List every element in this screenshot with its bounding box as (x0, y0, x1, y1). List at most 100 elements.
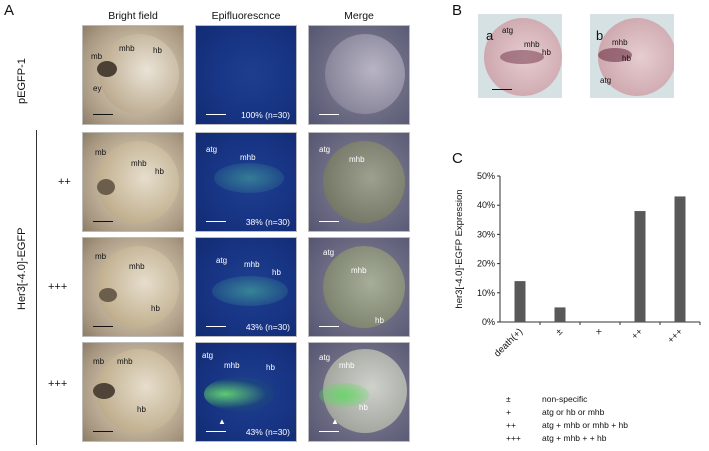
column-header-bright-field: Bright field (108, 10, 158, 22)
scale-bar (93, 325, 113, 327)
label-atg: atg (323, 248, 335, 257)
percent-label: 43% (n=30) (245, 427, 290, 437)
legend-symbol: ++ (506, 420, 516, 430)
scale-bar (319, 220, 339, 222)
arrowhead-icon: ▲ (331, 417, 339, 426)
label-hb: hb (266, 363, 275, 372)
image-merge-row4: atg mhb hb ▲ (308, 342, 410, 442)
label-mhb: mhb (117, 357, 133, 366)
legend-symbol: + (506, 407, 511, 417)
legend-text: atg + mhb or mhb + hb (542, 420, 628, 430)
legend-text: atg or hb or mhb (542, 407, 605, 417)
label-mhb: mhb (351, 266, 367, 275)
label-mb: mb (93, 357, 105, 366)
image-brightfield-row3: mb mhb hb (82, 237, 184, 337)
sub-label-b: b (596, 28, 604, 43)
label-hb: hb (375, 316, 384, 325)
y-tick-label: 20% (477, 259, 495, 269)
label-hb: hb (137, 405, 146, 414)
sub-label-a: a (486, 28, 494, 43)
level-label-row2: ++ (58, 176, 71, 188)
scale-bar (93, 113, 113, 115)
image-epifluorescence-row2: atg mhb 38% (n=30) (195, 132, 297, 232)
scale-bar (93, 430, 113, 432)
embryo-shape (325, 34, 405, 114)
fluorescence-signal (204, 377, 274, 411)
label-hb: hb (151, 304, 160, 313)
image-merge-row3: atg mhb hb (308, 237, 410, 337)
label-mhb: mhb (129, 262, 145, 271)
eye-spot (99, 288, 117, 302)
label-mhb: mhb (224, 361, 240, 370)
row-label-her3: Her3[-4.0]-EGFP (16, 227, 28, 310)
percent-label: 43% (n=30) (245, 322, 290, 332)
label-mb: mb (95, 252, 107, 261)
y-tick-label: 10% (477, 288, 495, 298)
scale-bar (206, 220, 226, 222)
legend-symbol: ± (506, 394, 511, 404)
label-mhb: mhb (131, 159, 147, 168)
scale-bar (492, 88, 512, 90)
level-label-row3: +++ (48, 281, 68, 293)
label-hb: hb (359, 403, 368, 412)
scale-bar (206, 325, 226, 327)
scale-bar (319, 113, 339, 115)
label-hb: hb (622, 54, 631, 63)
bar (634, 211, 646, 322)
image-in-situ-lateral: a atg mhb hb (478, 14, 562, 98)
label-mhb: mhb (119, 44, 135, 53)
label-atg: atg (319, 353, 331, 362)
label-atg: atg (600, 76, 612, 85)
label-mhb: mhb (349, 155, 365, 164)
y-tick-label: 30% (477, 229, 495, 239)
legend-symbol: +++ (506, 433, 521, 443)
label-mhb: mhb (339, 361, 355, 370)
image-epifluorescence-pegfp: 100% (n=30) (195, 25, 297, 125)
x-tick-label: +++ (666, 326, 686, 346)
eye-spot (97, 179, 115, 195)
scale-bar (319, 430, 339, 432)
legend-text: non-specific (542, 394, 588, 404)
percent-label: 100% (n=30) (241, 110, 290, 120)
scale-bar (206, 113, 226, 115)
x-tick-label: ± (554, 326, 565, 337)
image-in-situ-dorsal: b mhb hb atg (590, 14, 674, 98)
label-mhb: mhb (524, 40, 540, 49)
legend-row-3: ++ atg + mhb or mhb + hb (506, 420, 628, 430)
label-mhb: mhb (240, 153, 256, 162)
panel-b-letter: B (452, 2, 463, 19)
column-header-merge: Merge (344, 10, 374, 22)
image-epifluorescence-row3: atg mhb hb 43% (n=30) (195, 237, 297, 337)
label-atg: atg (206, 145, 218, 154)
label-mhb: mhb (612, 38, 628, 47)
label-mhb: mhb (244, 260, 260, 269)
label-atg: atg (202, 351, 214, 360)
label-hb: hb (272, 268, 281, 277)
y-tick-label: 40% (477, 200, 495, 210)
label-hb: hb (155, 167, 164, 176)
stain-region (598, 48, 632, 62)
image-brightfield-row2: mb mhb hb (82, 132, 184, 232)
image-merge-row2: atg mhb (308, 132, 410, 232)
label-hb: hb (542, 48, 551, 57)
label-mb: mb (91, 52, 103, 61)
image-epifluorescence-row4: atg mhb hb ▲ 43% (n=30) (195, 342, 297, 442)
label-hb: hb (153, 46, 162, 55)
embryo-shape (323, 246, 405, 328)
panel-c-letter: C (452, 150, 463, 167)
row-group-bracket (36, 130, 37, 445)
label-atg: atg (319, 145, 331, 154)
x-tick-label: death(+) (492, 326, 525, 359)
legend-row-2: + atg or hb or mhb (506, 407, 604, 417)
fluorescence-signal (212, 276, 288, 306)
y-tick-label: 50% (477, 171, 495, 181)
eye-spot (97, 61, 117, 77)
arrowhead-icon: ▲ (218, 417, 226, 426)
bar (674, 196, 686, 322)
stain-region (500, 50, 544, 64)
image-brightfield-pegfp: mb mhb hb ey (82, 25, 184, 125)
label-mb: mb (95, 148, 107, 157)
bar (554, 307, 566, 322)
legend-row-1: ± non-specific (506, 394, 587, 404)
image-brightfield-row4: mb mhb hb (82, 342, 184, 442)
